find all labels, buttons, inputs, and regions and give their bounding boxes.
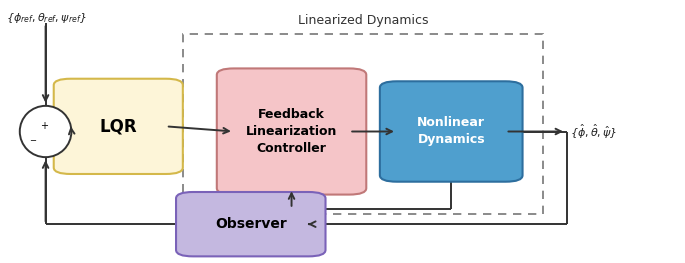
Text: {$\phi_{ref}, \theta_{ref}, \psi_{ref}$}: {$\phi_{ref}, \theta_{ref}, \psi_{ref}$} xyxy=(6,11,87,24)
FancyBboxPatch shape xyxy=(53,79,183,174)
Text: {$\hat{\phi}, \hat{\theta}, \hat{\psi}$}: {$\hat{\phi}, \hat{\theta}, \hat{\psi}$} xyxy=(570,122,618,141)
FancyBboxPatch shape xyxy=(380,81,523,182)
Ellipse shape xyxy=(20,106,71,157)
Text: Observer: Observer xyxy=(215,217,286,231)
Bar xyxy=(183,34,543,214)
Text: Feedback
Linearization
Controller: Feedback Linearization Controller xyxy=(246,108,337,155)
Text: Nonlinear
Dynamics: Nonlinear Dynamics xyxy=(417,117,485,146)
Text: LQR: LQR xyxy=(99,117,137,135)
Text: −: − xyxy=(29,136,36,145)
Text: +: + xyxy=(40,121,47,132)
FancyBboxPatch shape xyxy=(176,192,325,256)
Text: Linearized Dynamics: Linearized Dynamics xyxy=(298,14,428,27)
FancyBboxPatch shape xyxy=(217,68,366,195)
